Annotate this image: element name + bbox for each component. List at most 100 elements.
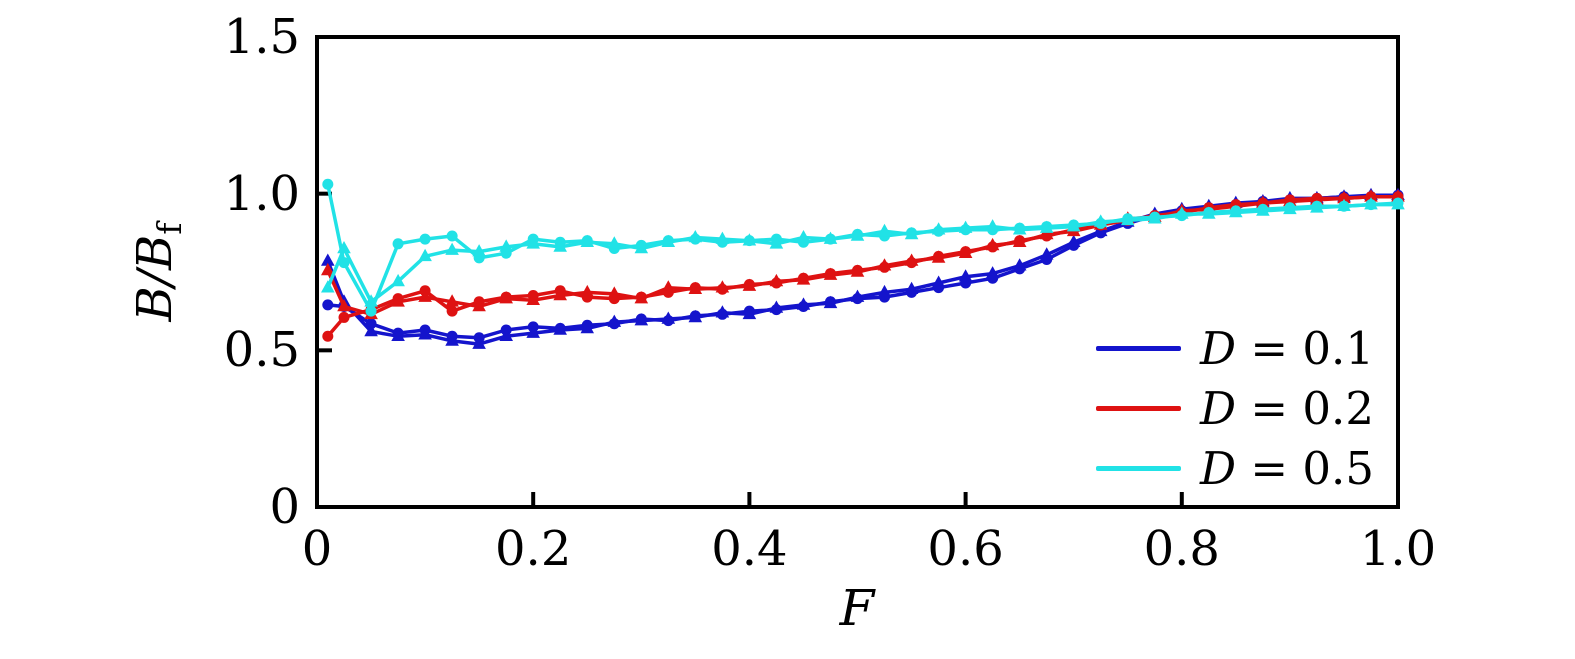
x-tick-label-0: 0 [301,521,333,577]
data-point-triangle [607,236,622,249]
series-line [326,195,1400,338]
data-point-triangle [526,325,540,338]
data-point-triangle [321,280,335,293]
data-point-triangle [1256,195,1270,208]
data-point-triangle [1310,200,1324,213]
data-point-triangle [1148,211,1162,224]
data-point-triangle [931,275,946,288]
data-point-triangle [958,269,973,282]
data-point-triangle [445,333,459,346]
data-point-triangle [553,239,567,252]
data-point-triangle [850,228,865,241]
data-point-triangle [715,280,730,293]
data-point-circle [322,330,334,342]
data-point-triangle [1066,219,1081,232]
series-D0.5-triangle [321,197,1405,307]
data-point-triangle [364,294,378,307]
legend: D = 0.1 D = 0.2 D = 0.5 [1096,318,1426,498]
data-point-triangle [580,234,594,247]
legend-label-d01: D = 0.1 [1200,326,1374,371]
legend-entry-d02: D = 0.2 [1096,378,1426,438]
data-point-triangle [904,226,919,240]
data-point-triangle [985,266,1000,279]
legend-swatch-d02 [1096,405,1181,411]
data-point-triangle [418,327,432,340]
data-point-triangle [823,267,838,280]
data-point-triangle [796,272,811,285]
data-point-triangle [1012,234,1027,247]
data-point-triangle [634,291,649,304]
data-point-triangle [526,292,540,305]
data-point-triangle [1364,197,1378,210]
x-tick-label-0.6: 0.6 [927,521,1004,577]
legend-swatch-d01 [1096,345,1181,351]
x-tick-label-0.2: 0.2 [495,521,572,577]
data-point-triangle [1066,234,1081,247]
data-point-triangle [337,299,351,312]
data-point-triangle [499,328,513,341]
x-tick-label-0.4: 0.4 [711,521,788,577]
data-point-triangle [1391,197,1405,210]
data-point-triangle [931,222,946,235]
legend-var-d01: D [1200,321,1237,375]
data-point-triangle [499,239,513,252]
data-point-triangle [1283,194,1297,207]
data-point-triangle [1229,205,1243,218]
x-tick-label-1.0: 1.0 [1359,521,1437,577]
data-point-triangle [418,248,432,262]
data-point-triangle [499,291,513,304]
data-point-triangle [661,280,676,293]
data-point-triangle [985,237,1000,251]
legend-entry-d05: D = 0.5 [1096,438,1426,498]
y-axis-label: B/Bf [127,223,189,322]
data-point-triangle [958,245,973,258]
data-point-triangle [1012,258,1027,271]
data-point-triangle [1039,220,1054,233]
data-point-triangle [1039,226,1054,240]
data-point-triangle [607,286,622,299]
legend-eq-d05: = 0.5 [1236,441,1374,495]
data-point-triangle [321,253,335,266]
data-point-triangle [553,288,567,301]
data-point-triangle [1337,190,1351,204]
data-point-triangle [877,284,892,298]
y-tick-label-1.0: 1.0 [223,165,300,222]
data-point-triangle [742,306,757,320]
data-point-triangle [688,281,703,294]
data-point-circle [419,233,431,245]
data-point-triangle [391,294,405,307]
y-axis-label-subscript: f [150,222,189,235]
y-axis-label-text: B/B [127,234,183,322]
data-point-triangle [1391,189,1405,202]
data-point-circle [322,178,334,190]
data-point-triangle [445,242,459,255]
legend-var-d02: D [1200,381,1237,435]
data-point-triangle [580,284,594,298]
data-point-triangle [580,320,594,334]
data-point-triangle [418,289,432,302]
data-point-triangle [391,328,405,341]
data-point-triangle [796,297,811,310]
data-point-triangle [1310,192,1324,205]
legend-entry-d01: D = 0.1 [1096,318,1426,378]
data-point-triangle [661,234,676,247]
data-point-triangle [742,233,757,246]
data-point-triangle [823,295,838,309]
data-point-circle [338,257,350,269]
data-point-triangle [688,230,703,243]
data-point-triangle [877,223,892,237]
y-tick-label-1.5: 1.5 [223,9,300,65]
legend-label-d02: D = 0.2 [1200,386,1374,431]
data-point-circle [338,311,350,323]
data-point-triangle [904,253,919,266]
data-point-triangle [445,294,459,307]
data-point-triangle [364,324,378,337]
data-point-triangle [1039,247,1054,260]
legend-label-d05: D = 0.5 [1200,446,1374,491]
x-axis-label-text: F [839,579,875,637]
data-point-triangle [796,230,811,243]
data-point-triangle [769,236,784,249]
data-point-triangle [1121,212,1135,226]
data-point-triangle [1202,206,1216,219]
